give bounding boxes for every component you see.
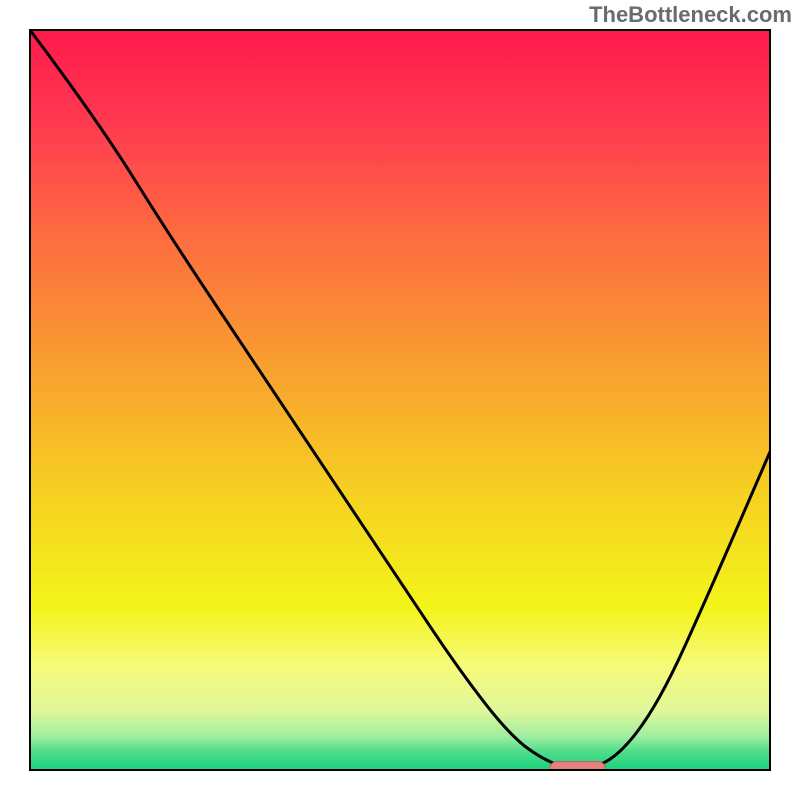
watermark-text: TheBottleneck.com bbox=[589, 2, 792, 28]
chart-canvas: TheBottleneck.com bbox=[0, 0, 800, 800]
gradient-fill bbox=[0, 0, 800, 800]
